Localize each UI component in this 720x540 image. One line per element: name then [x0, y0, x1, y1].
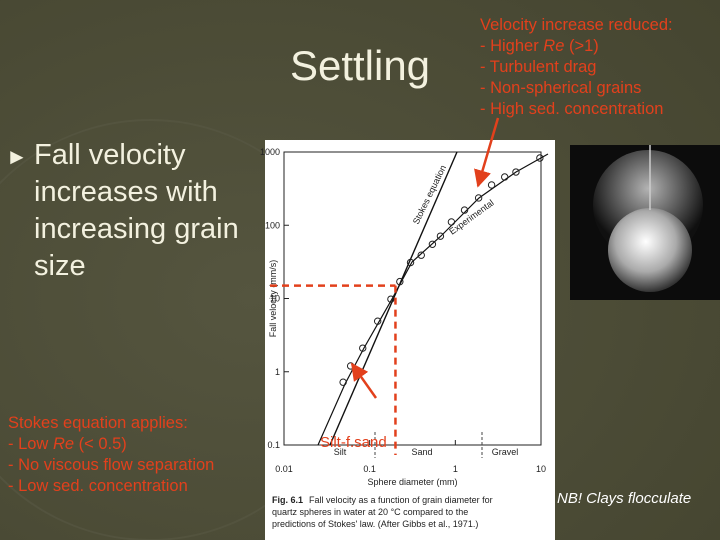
y-tick-label: 0.1	[267, 440, 280, 450]
y-tick-label: 100	[265, 220, 280, 230]
y-tick-label: 1	[275, 367, 280, 377]
data-point	[474, 194, 483, 202]
data-point	[536, 154, 544, 162]
size-class: Sand	[411, 447, 432, 457]
x-tick-label: 1	[453, 464, 458, 474]
size-class: Gravel	[492, 447, 519, 457]
note-text: - No viscous flow separation	[8, 456, 214, 474]
data-point	[436, 232, 445, 240]
note-text: - Non-spherical grains	[480, 79, 641, 97]
bullet-marker: ►	[6, 144, 28, 169]
photo-sphere	[608, 208, 692, 292]
note-text: (>1)	[564, 37, 598, 55]
note-text: Re	[543, 37, 564, 55]
data-point	[359, 344, 367, 352]
x-axis-label: Sphere diameter (mm)	[367, 477, 457, 487]
note-text: - High sed. concentration	[480, 100, 663, 118]
note-line: Velocity increase reduced:	[480, 16, 673, 34]
data-point	[501, 173, 509, 181]
size-class: Silt	[334, 447, 347, 457]
note-text: Stokes equation applies:	[8, 414, 188, 432]
note-line: - Low Re (< 0.5)	[8, 435, 127, 453]
y-tick-label: 1000	[260, 147, 280, 157]
data-point	[512, 168, 520, 176]
caption-line: predictions of Stokes' law. (After Gibbs…	[272, 519, 478, 529]
caption-line: quartz spheres in water at 20 °C compare…	[272, 507, 468, 517]
caption-text: Fall velocity as a function of grain dia…	[309, 495, 493, 505]
caption-number: Fig. 6.1	[272, 495, 303, 505]
data-point	[387, 295, 395, 303]
highlight-label: Silt-f.sand	[320, 434, 387, 451]
data-point	[460, 206, 469, 214]
y-axis-label: Fall velocity (mm/s)	[268, 260, 278, 338]
data-point	[417, 251, 425, 259]
note-line: Stokes equation applies:	[8, 414, 188, 432]
note-text: - Low	[8, 435, 53, 453]
figure-panel	[265, 140, 555, 540]
y-tick-label: 10	[270, 294, 280, 304]
note-line: - Non-spherical grains	[480, 79, 641, 97]
slide-title: Settling	[290, 42, 430, 89]
bullet-line: increasing grain	[34, 213, 239, 245]
note-line: - High sed. concentration	[480, 100, 663, 118]
data-point	[447, 218, 456, 226]
stokes-line	[329, 151, 458, 446]
data-point	[406, 258, 415, 267]
note-line: - No viscous flow separation	[8, 456, 214, 474]
nb-note: NB! Clays flocculate	[557, 490, 691, 507]
data-point	[428, 240, 437, 248]
x-tick-label: 0.1	[363, 464, 376, 474]
note-line: - Low sed. concentration	[8, 477, 188, 495]
note-text: (< 0.5)	[74, 435, 127, 453]
note-text: - Low sed. concentration	[8, 477, 188, 495]
note-line: - Higher Re (>1)	[480, 37, 599, 55]
bullet-line: Fall velocity	[34, 139, 186, 171]
note-text: Velocity increase reduced:	[480, 16, 673, 34]
note-text: - Turbulent drag	[480, 58, 596, 76]
bullet-line: increases with	[34, 176, 218, 208]
bullet-line: size	[34, 250, 86, 282]
note-line: - Turbulent drag	[480, 58, 596, 76]
arrow	[474, 117, 500, 188]
note-text: - Higher	[480, 37, 543, 55]
x-tick-label: 10	[536, 464, 546, 474]
data-point	[373, 317, 382, 325]
x-tick-label: 0.01	[275, 464, 293, 474]
note-text: Re	[53, 435, 74, 453]
data-point	[396, 277, 404, 286]
data-point	[339, 378, 347, 386]
caption-line: Fig. 6.1 Fall velocity as a function of g…	[272, 495, 493, 505]
arrow	[350, 362, 378, 399]
